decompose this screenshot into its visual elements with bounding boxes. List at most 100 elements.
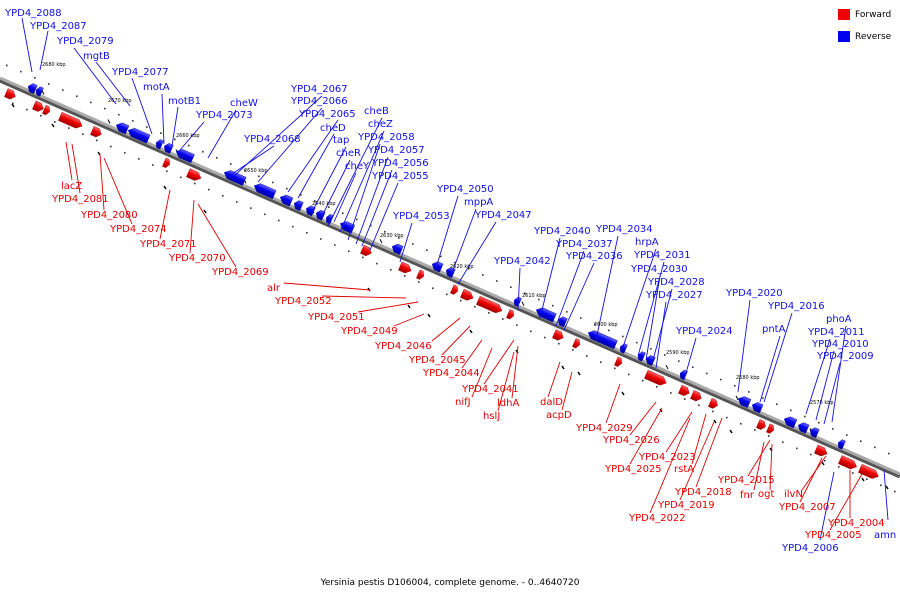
gene-label[interactable]: ogt bbox=[758, 489, 774, 500]
gene-label[interactable]: YPD4_2066 bbox=[290, 96, 348, 107]
gene-label[interactable]: YPD4_2007 bbox=[778, 502, 836, 513]
gene-label[interactable]: YPD4_2073 bbox=[195, 110, 253, 121]
reverse-gene-arrow[interactable] bbox=[836, 439, 846, 450]
forward-gene-arrow[interactable] bbox=[416, 269, 425, 281]
gene-label[interactable]: YPD4_2020 bbox=[725, 288, 783, 299]
forward-gene-arrow[interactable] bbox=[708, 398, 719, 409]
gene-label[interactable]: dalD bbox=[540, 397, 563, 408]
gene-label[interactable]: YPD4_2028 bbox=[647, 277, 705, 288]
gene-label[interactable]: cheB bbox=[364, 106, 389, 117]
gene-label[interactable]: phoA bbox=[826, 314, 852, 325]
gene-label[interactable]: YPD4_2005 bbox=[804, 530, 862, 541]
gene-label[interactable]: fnr bbox=[740, 490, 755, 501]
gene-label[interactable]: YPD4_2018 bbox=[674, 487, 732, 498]
forward-gene-arrow[interactable] bbox=[838, 455, 858, 470]
forward-gene-arrow[interactable] bbox=[90, 126, 103, 138]
reverse-gene-arrow[interactable] bbox=[34, 86, 44, 97]
gene-label[interactable]: alr bbox=[267, 283, 281, 294]
gene-label[interactable]: YPD4_2044 bbox=[422, 368, 480, 379]
gene-label[interactable]: YPD4_2051 bbox=[307, 312, 365, 323]
gene-label[interactable]: hrpA bbox=[635, 237, 659, 248]
reverse-gene-arrow[interactable] bbox=[252, 182, 277, 200]
forward-gene-arrow[interactable] bbox=[814, 444, 829, 458]
gene-label[interactable]: YPD4_2023 bbox=[638, 452, 696, 463]
forward-gene-arrow[interactable] bbox=[614, 356, 623, 368]
forward-gene-arrow[interactable] bbox=[644, 369, 668, 387]
forward-gene-arrow[interactable] bbox=[766, 423, 775, 435]
gene-label[interactable]: motA bbox=[143, 82, 170, 93]
gene-label[interactable]: cheY bbox=[345, 161, 370, 172]
gene-label[interactable]: acpD bbox=[546, 410, 572, 421]
gene-label[interactable]: YPD4_2037 bbox=[555, 239, 613, 250]
gene-label[interactable]: cheR bbox=[336, 148, 361, 159]
gene-label[interactable]: YPD4_2056 bbox=[371, 158, 429, 169]
reverse-gene-arrow[interactable] bbox=[26, 82, 38, 94]
forward-gene-arrow[interactable] bbox=[572, 338, 581, 349]
gene-label[interactable]: YPD4_2026 bbox=[602, 435, 660, 446]
gene-label[interactable]: YPD4_2016 bbox=[767, 301, 825, 312]
reverse-gene-arrow[interactable] bbox=[796, 421, 810, 434]
gene-label[interactable]: YPD4_2040 bbox=[533, 226, 591, 237]
gene-label[interactable]: YPD4_2068 bbox=[243, 134, 301, 145]
forward-gene-arrow[interactable] bbox=[756, 419, 767, 430]
forward-gene-arrow[interactable] bbox=[360, 244, 373, 257]
reverse-gene-arrow[interactable] bbox=[174, 147, 195, 164]
gene-label[interactable]: YPD4_2070 bbox=[168, 253, 226, 264]
gene-label[interactable]: tap bbox=[333, 135, 349, 146]
gene-label[interactable]: YPD4_2031 bbox=[633, 250, 691, 261]
reverse-gene-arrow[interactable] bbox=[618, 343, 628, 354]
reverse-gene-arrow[interactable] bbox=[808, 426, 820, 439]
gene-label[interactable]: YPD4_2010 bbox=[811, 339, 869, 350]
gene-label[interactable]: motB1 bbox=[168, 96, 201, 107]
forward-gene-arrow[interactable] bbox=[58, 112, 84, 130]
gene-label[interactable]: YPD4_2027 bbox=[645, 290, 703, 301]
forward-gene-arrow[interactable] bbox=[186, 168, 202, 183]
gene-label[interactable]: YPD4_2015 bbox=[717, 475, 775, 486]
reverse-gene-arrow[interactable] bbox=[430, 260, 444, 273]
gene-label[interactable]: YPD4_2067 bbox=[290, 84, 348, 95]
gene-label[interactable]: YPD4_2030 bbox=[630, 264, 688, 275]
gene-label[interactable]: YPD4_2065 bbox=[298, 109, 356, 120]
reverse-gene-arrow[interactable] bbox=[114, 121, 130, 135]
reverse-gene-arrow[interactable] bbox=[390, 242, 404, 255]
gene-label[interactable]: YPD4_2046 bbox=[374, 341, 432, 352]
gene-label[interactable]: amn bbox=[874, 530, 896, 541]
gene-label[interactable]: YPD4_2047 bbox=[474, 210, 532, 221]
gene-label[interactable]: nifJ bbox=[455, 397, 471, 408]
gene-label[interactable]: YPD4_2088 bbox=[4, 8, 62, 19]
gene-label[interactable]: YPD4_2074 bbox=[109, 224, 167, 235]
gene-label[interactable]: YPD4_2081 bbox=[51, 194, 109, 205]
gene-label[interactable]: YPD4_2036 bbox=[565, 251, 623, 262]
gene-label[interactable]: YPD4_2049 bbox=[340, 326, 398, 337]
gene-label[interactable]: YPD4_2055 bbox=[371, 171, 429, 182]
gene-label[interactable]: YPD4_2071 bbox=[139, 239, 197, 250]
gene-label[interactable]: ilvN bbox=[784, 489, 803, 500]
forward-gene-arrow[interactable] bbox=[476, 295, 503, 315]
gene-label[interactable]: YPD4_2050 bbox=[436, 184, 494, 195]
gene-label[interactable]: YPD4_2006 bbox=[781, 543, 839, 554]
reverse-gene-arrow[interactable] bbox=[278, 193, 294, 207]
gene-label[interactable]: YPD4_2019 bbox=[657, 500, 715, 511]
forward-gene-arrow[interactable] bbox=[398, 261, 413, 275]
reverse-gene-arrow[interactable] bbox=[736, 395, 752, 408]
gene-label[interactable]: YPD4_2029 bbox=[575, 423, 633, 434]
gene-label[interactable]: YPD4_2045 bbox=[408, 355, 466, 366]
forward-gene-arrow[interactable] bbox=[690, 390, 703, 402]
gene-label[interactable]: ldhA bbox=[497, 398, 519, 409]
gene-label[interactable]: rstA bbox=[674, 464, 694, 475]
gene-label[interactable]: cheW bbox=[230, 98, 258, 109]
gene-label[interactable]: pntA bbox=[762, 324, 786, 335]
forward-gene-arrow[interactable] bbox=[678, 384, 691, 397]
reverse-gene-arrow[interactable] bbox=[586, 329, 618, 350]
gene-label[interactable]: YPD4_2041 bbox=[461, 384, 519, 395]
gene-label[interactable]: YPD4_2053 bbox=[392, 211, 450, 222]
gene-label[interactable]: YPD4_2058 bbox=[357, 132, 415, 143]
reverse-gene-arrow[interactable] bbox=[222, 168, 247, 186]
gene-label[interactable]: cheD bbox=[320, 123, 346, 134]
gene-label[interactable]: cheZ bbox=[368, 119, 393, 130]
gene-label[interactable]: mgtB bbox=[83, 51, 110, 62]
gene-label[interactable]: YPD4_2079 bbox=[56, 36, 114, 47]
forward-gene-arrow[interactable] bbox=[42, 104, 51, 116]
forward-gene-arrow[interactable] bbox=[858, 464, 880, 480]
gene-label[interactable]: YPD4_2057 bbox=[367, 145, 425, 156]
